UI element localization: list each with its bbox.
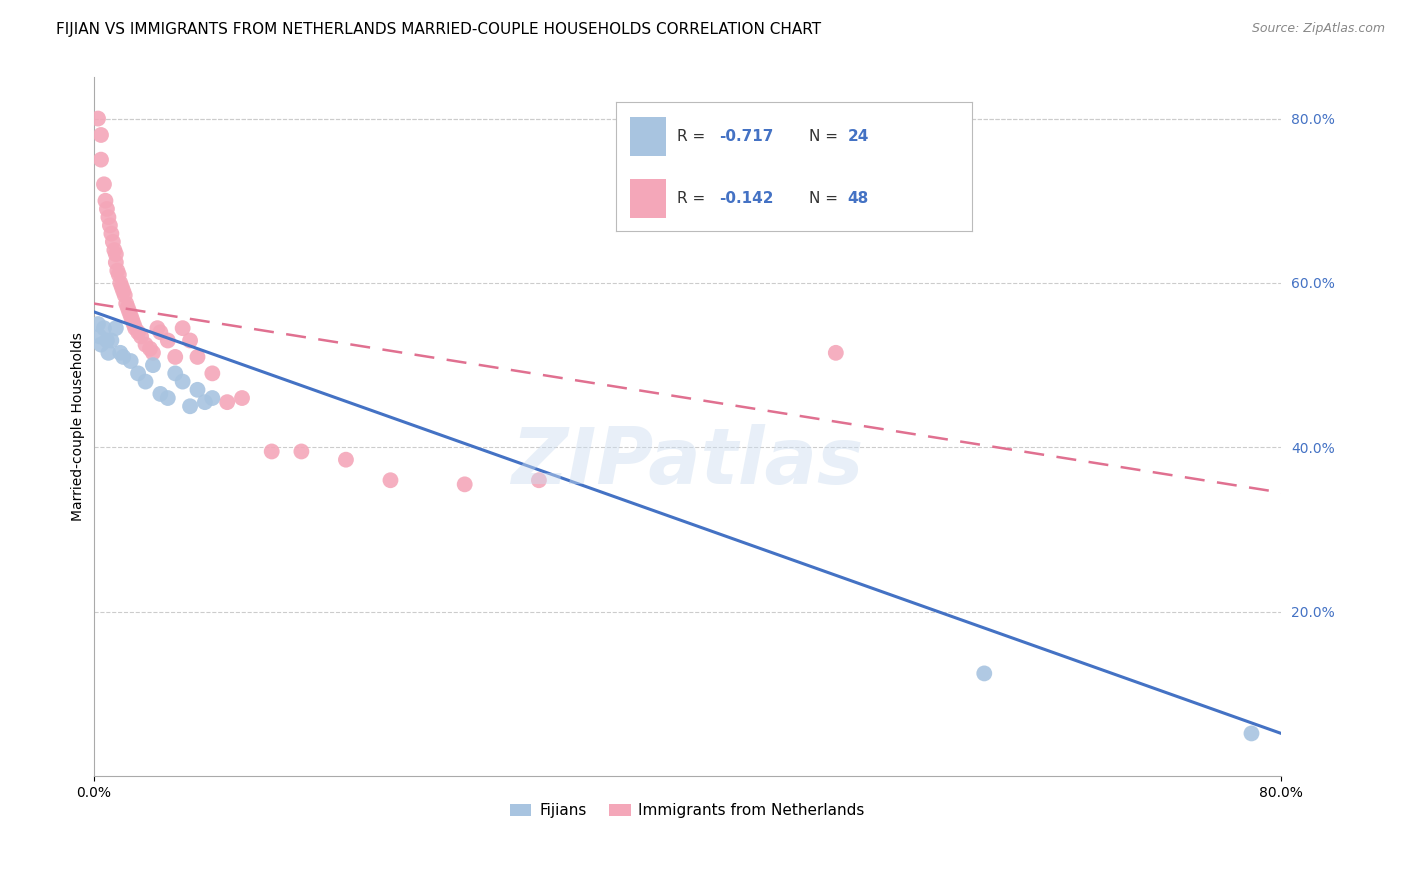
Text: Source: ZipAtlas.com: Source: ZipAtlas.com (1251, 22, 1385, 36)
Point (97, 210, 120, 224)
Point (111, 280, 134, 294)
Point (100, 227, 122, 241)
Point (149, 326, 172, 340)
Point (172, 375, 194, 389)
Point (172, 321, 194, 335)
Point (87, 317, 110, 331)
Y-axis label: Married-couple Households: Married-couple Households (72, 333, 86, 521)
Point (186, 350, 208, 364)
Point (335, 452, 357, 467)
Point (194, 395, 217, 409)
Point (201, 367, 224, 381)
Point (179, 334, 201, 348)
Point (98, 219, 121, 233)
Point (103, 243, 125, 257)
Point (93, 178, 115, 192)
Point (110, 276, 132, 290)
Point (96, 202, 118, 216)
Point (114, 288, 136, 302)
Point (118, 304, 141, 318)
Point (142, 346, 165, 360)
Point (135, 375, 157, 389)
Point (260, 444, 283, 458)
Point (120, 354, 142, 368)
Text: FIJIAN VS IMMIGRANTS FROM NETHERLANDS MARRIED-COUPLE HOUSEHOLDS CORRELATION CHAR: FIJIAN VS IMMIGRANTS FROM NETHERLANDS MA… (56, 22, 821, 37)
Point (97, 346, 120, 360)
Point (201, 391, 224, 405)
Point (179, 399, 201, 413)
Point (124, 321, 146, 335)
Point (129, 329, 152, 343)
Point (96, 334, 118, 348)
Point (90, 337, 112, 351)
Point (217, 395, 239, 409)
Point (186, 383, 208, 397)
Point (156, 334, 179, 348)
Point (127, 326, 149, 340)
Point (108, 268, 131, 282)
Text: ZIPatlas: ZIPatlas (512, 424, 863, 500)
Point (165, 350, 187, 364)
Point (104, 255, 127, 269)
Point (117, 301, 139, 315)
Point (165, 367, 187, 381)
Point (94, 194, 117, 208)
Point (454, 477, 477, 491)
Point (112, 350, 135, 364)
Point (112, 284, 135, 298)
Point (115, 296, 138, 310)
Legend: Fijians, Immigrants from Netherlands: Fijians, Immigrants from Netherlands (503, 797, 870, 824)
Point (290, 444, 312, 458)
Point (104, 321, 127, 335)
Point (110, 346, 132, 360)
Point (122, 317, 145, 331)
Point (231, 391, 253, 405)
Point (135, 337, 157, 351)
Point (121, 313, 143, 327)
Point (149, 387, 172, 401)
Point (104, 247, 127, 261)
Point (146, 321, 169, 335)
Point (156, 391, 179, 405)
Point (120, 309, 142, 323)
Point (127, 367, 149, 381)
Point (1240, 726, 1263, 740)
Point (90, 153, 112, 167)
Point (824, 346, 846, 360)
Point (973, 666, 995, 681)
Point (139, 342, 162, 356)
Point (527, 473, 550, 487)
Point (90, 128, 112, 142)
Point (142, 358, 165, 372)
Point (93, 321, 115, 335)
Point (87, 112, 110, 126)
Point (101, 235, 124, 249)
Point (89, 329, 111, 343)
Point (100, 334, 122, 348)
Point (380, 473, 402, 487)
Point (105, 263, 128, 277)
